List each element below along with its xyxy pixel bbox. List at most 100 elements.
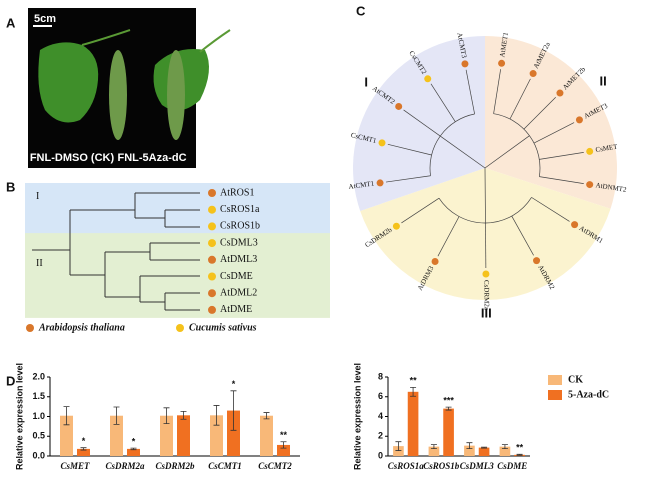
branch <box>523 97 556 130</box>
branch <box>429 113 486 176</box>
clade-sector <box>485 36 617 209</box>
error-bar <box>466 442 473 449</box>
y-tick-label: 6 <box>378 391 383 401</box>
leaf-label: CsDME <box>220 271 253 282</box>
legend-swatch <box>548 390 562 400</box>
bar <box>110 415 123 456</box>
species-dot <box>208 272 216 281</box>
error-bar <box>263 412 270 420</box>
error-bar <box>481 446 488 449</box>
bar <box>210 415 223 456</box>
error-bar <box>501 444 508 449</box>
panel-label: D <box>6 373 15 388</box>
bar <box>277 444 290 456</box>
species-dot <box>208 255 216 264</box>
x-tick-label: CsCMT1 <box>208 461 242 471</box>
error-bar <box>63 406 70 426</box>
x-tick-label: CsMET <box>60 461 90 471</box>
significance: *** <box>443 395 454 405</box>
bar <box>227 410 240 456</box>
branch <box>465 69 475 115</box>
species-dot <box>378 139 386 147</box>
leaf-label: AtMET1 <box>498 31 510 58</box>
branch <box>438 167 532 224</box>
x-tick-label: CsDRM2b <box>155 461 195 471</box>
scale-bar-label: 5cm <box>34 13 56 25</box>
y-tick-label: 0.5 <box>32 431 45 441</box>
bar <box>478 447 490 456</box>
error-bar <box>113 406 120 425</box>
y-tick-label: 4 <box>378 411 383 421</box>
species-dot <box>498 59 506 67</box>
clade-label: II <box>599 74 606 89</box>
error-bar <box>180 410 187 420</box>
branch <box>539 176 584 184</box>
species-dot <box>208 239 216 248</box>
species-dot <box>208 305 216 314</box>
photo-content <box>33 25 231 140</box>
bar <box>407 391 419 456</box>
error-bar <box>280 441 287 449</box>
species-dot <box>392 222 400 230</box>
tree-branches <box>32 192 200 311</box>
error-bar <box>230 390 237 431</box>
branch <box>531 197 570 222</box>
species-dot <box>575 116 583 124</box>
bar <box>499 446 511 456</box>
bar <box>177 415 190 456</box>
clade-label: I <box>364 75 368 90</box>
error-bar <box>430 444 437 449</box>
bar <box>77 448 90 456</box>
branch <box>511 215 534 256</box>
branch <box>509 78 531 120</box>
branch <box>401 197 440 224</box>
branch <box>437 216 460 257</box>
legend-dot <box>176 324 184 332</box>
error-bar <box>410 386 417 397</box>
legend-dot <box>26 324 34 332</box>
error-bar <box>516 453 523 456</box>
leaf-label: CsDRM2a <box>482 280 490 311</box>
species-dot <box>431 258 439 266</box>
legend-swatch <box>548 375 562 385</box>
species-dot <box>461 60 469 68</box>
photo-caption: FNL-DMSO (CK) <box>30 152 115 164</box>
significance: * <box>132 436 136 446</box>
species-dot <box>586 181 594 189</box>
significance: * <box>82 436 86 446</box>
x-tick-label: CsDML3 <box>460 461 495 471</box>
species-dot <box>376 179 384 187</box>
y-tick-label: 0.0 <box>32 450 45 460</box>
error-bar <box>213 405 220 426</box>
bar <box>443 408 454 456</box>
species-dot <box>529 70 537 78</box>
bar <box>428 446 440 456</box>
x-tick-label: CsROS1a <box>388 461 425 471</box>
x-tick-label: CsROS1b <box>423 461 460 471</box>
legend-label: 5-Aza-dC <box>568 389 609 400</box>
significance: * <box>232 379 236 389</box>
branch <box>484 113 541 177</box>
branch <box>430 83 456 122</box>
y-tick-label: 1.5 <box>32 391 45 401</box>
x-tick-label: CsDRM2a <box>105 461 145 471</box>
leaf-label: AtDML2 <box>220 287 257 298</box>
leaf-label: CsROS1b <box>220 221 260 232</box>
branch <box>385 175 431 183</box>
significance: ** <box>410 376 418 386</box>
error-bar <box>130 447 137 451</box>
leaf-label: AtDML3 <box>220 254 257 265</box>
error-bar <box>445 406 452 411</box>
leaf-label: CsDML3 <box>220 237 258 248</box>
bar <box>260 415 273 456</box>
species-dot <box>556 89 564 97</box>
branch <box>403 109 441 137</box>
bar <box>160 415 173 456</box>
legend-label: Cucumis sativus <box>189 322 257 333</box>
charts: Relative expression level 0.0 0.5 1.0 1.5 2.0… <box>14 363 609 471</box>
species-dot <box>208 189 216 197</box>
significance: ** <box>280 430 288 440</box>
branch <box>387 143 432 156</box>
